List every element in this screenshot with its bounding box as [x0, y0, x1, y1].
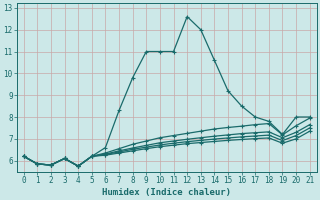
X-axis label: Humidex (Indice chaleur): Humidex (Indice chaleur) [102, 188, 231, 197]
